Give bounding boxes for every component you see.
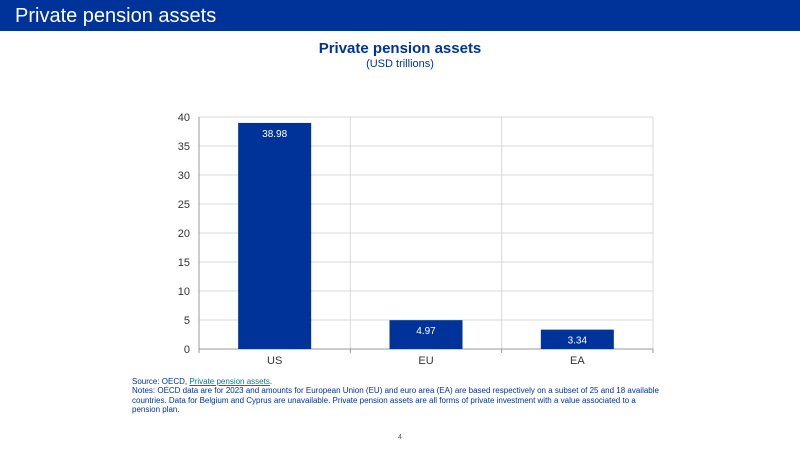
x-tick-label: EU: [418, 355, 433, 367]
header-bar: Private pension assets: [0, 0, 800, 31]
source-link[interactable]: Private pension assets: [189, 377, 270, 386]
bar-us: [238, 122, 312, 349]
source-prefix: Source: OECD,: [132, 377, 190, 386]
chart-subtitle: (USD trillions): [366, 58, 434, 70]
y-tick-label: 5: [184, 315, 190, 327]
y-tick-label: 10: [178, 286, 190, 298]
source-line: Source: OECD, Private pension assets.: [132, 377, 662, 386]
x-tick-label: US: [267, 355, 282, 367]
chart-notes: Source: OECD, Private pension assets. No…: [132, 377, 662, 415]
y-tick-label: 25: [178, 199, 190, 211]
page-number: 4: [398, 434, 402, 441]
slide-title: Private pension assets: [15, 5, 217, 27]
y-tick-label: 30: [178, 170, 190, 182]
y-tick-label: 40: [178, 112, 190, 124]
y-tick-label: 0: [184, 344, 190, 356]
bar-value-label: 38.98: [262, 129, 287, 140]
y-tick-label: 20: [178, 228, 190, 240]
bar-ea: [540, 329, 614, 349]
bar-eu: [389, 320, 463, 349]
chart-title: Private pension assets: [318, 40, 482, 57]
x-tick-label: EA: [570, 355, 585, 367]
bar-value-label: 4.97: [416, 326, 436, 337]
y-tick-label: 35: [178, 141, 190, 153]
y-tick-label: 15: [178, 257, 190, 269]
notes-text: Notes: OECD data are for 2023 and amount…: [132, 386, 659, 415]
source-suffix: .: [269, 377, 273, 386]
bar-value-label: 3.34: [568, 336, 588, 347]
